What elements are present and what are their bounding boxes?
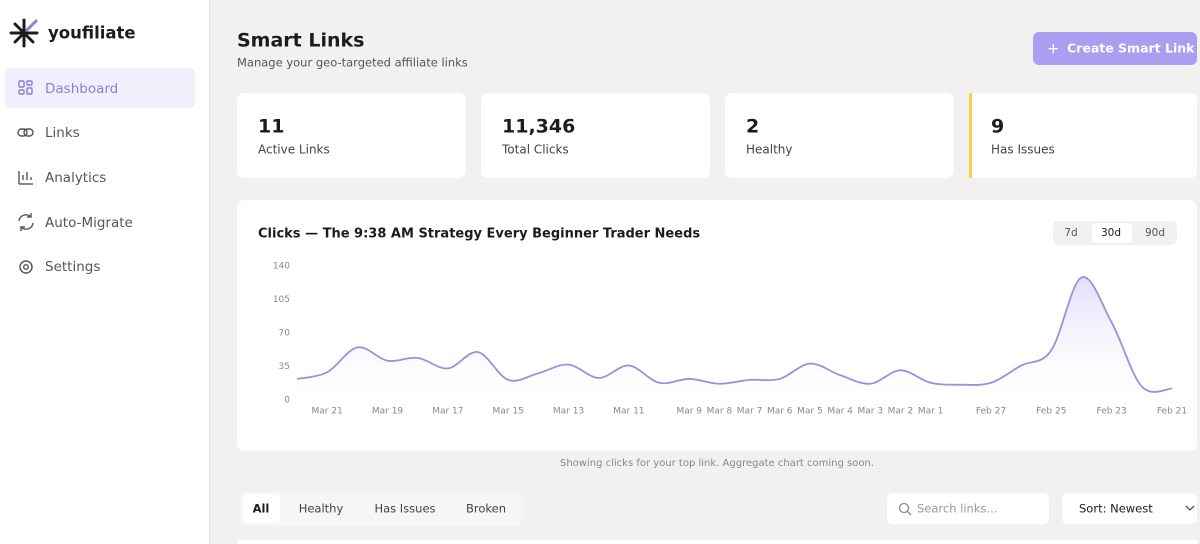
x-tick-label: Feb 27 <box>976 407 1006 417</box>
icon-analytics <box>18 171 33 185</box>
icon-migrate <box>18 213 34 231</box>
icon-dashboard <box>18 80 33 95</box>
create-button[interactable] <box>1033 32 1197 65</box>
y-tick-label: 35 <box>279 362 290 372</box>
sort-select[interactable] <box>1062 493 1197 524</box>
sort-label[interactable]: Sort: Newest <box>1079 502 1153 516</box>
nav-item[interactable]: Links <box>45 125 80 141</box>
page-subtitle: Manage your geo-targeted affiliate links <box>237 56 468 70</box>
range-option[interactable]: 7d <box>1064 227 1077 239</box>
stat-label: Healthy <box>746 143 793 157</box>
search-placeholder: Search links... <box>917 502 997 516</box>
filter-tab[interactable]: All <box>253 502 270 516</box>
page-title: Smart Links <box>237 30 364 52</box>
x-tick-label: Mar 11 <box>613 407 644 417</box>
plus-icon: + <box>1047 40 1060 58</box>
x-tick-label: Mar 19 <box>372 407 404 417</box>
line-area <box>297 277 1172 400</box>
x-tick-label: Mar 3 <box>857 407 883 417</box>
logo <box>9 18 39 48</box>
filter-tab[interactable]: Has Issues <box>374 502 435 516</box>
x-tick-label: Feb 21 <box>1157 407 1187 417</box>
stat-value: 11 <box>258 116 284 138</box>
x-tick-label: Mar 9 <box>676 407 702 417</box>
search-box[interactable] <box>887 493 1049 524</box>
stat-card <box>237 93 466 178</box>
search-icon <box>898 502 912 516</box>
filter-tab[interactable]: Healthy <box>299 502 344 516</box>
nav-active-bg <box>5 68 195 108</box>
stat-label: Has Issues <box>991 143 1055 157</box>
x-tick-label: Mar 6 <box>767 407 793 417</box>
stat-value: 2 <box>746 116 759 138</box>
x-tick-label: Mar 21 <box>312 407 343 417</box>
x-tick-label: Feb 23 <box>1097 407 1127 417</box>
y-tick-label: 0 <box>284 396 290 406</box>
stat-card <box>725 93 954 178</box>
stat-card <box>481 93 710 178</box>
range-active <box>1092 223 1132 243</box>
chart-footnote: Showing clicks for your top link. Aggreg… <box>560 458 874 469</box>
range-option[interactable]: 90d <box>1145 227 1165 239</box>
filter-active <box>243 494 280 523</box>
stat-label: Total Clicks <box>501 143 569 157</box>
y-tick-label: 140 <box>273 262 290 272</box>
stat-card <box>969 93 1197 178</box>
stat-value: 9 <box>991 116 1004 138</box>
x-tick-label: Mar 8 <box>707 407 733 417</box>
brand-name: youfiliate <box>48 24 136 43</box>
x-tick-label: Mar 13 <box>553 407 584 417</box>
nav-item[interactable]: Settings <box>45 259 100 275</box>
x-tick-label: Mar 1 <box>918 407 944 417</box>
nav-item[interactable]: Auto-Migrate <box>45 215 133 231</box>
filter-tab[interactable]: Broken <box>466 502 506 516</box>
y-tick-label: 105 <box>273 295 290 305</box>
chart: 0 35 70 105 140 Mar 21 Mar 19 Mar 17 Mar 15 Mar 1… <box>273 262 1187 417</box>
icon-settings <box>19 260 33 274</box>
nav-item[interactable]: Analytics <box>45 170 106 186</box>
x-tick-label: Mar 4 <box>827 407 853 417</box>
nav-item[interactable]: Dashboard <box>45 81 118 97</box>
range-option[interactable]: 30d <box>1101 227 1121 239</box>
x-tick-label: Feb 25 <box>1036 407 1066 417</box>
x-tick-label: Mar 7 <box>737 407 763 417</box>
x-tick-label: Mar 5 <box>797 407 823 417</box>
stat-value: 11,346 <box>502 116 575 138</box>
x-tick-label: Mar 15 <box>493 407 524 417</box>
y-tick-label: 70 <box>279 329 291 339</box>
chevron <box>1185 505 1195 511</box>
x-tick-label: Mar 17 <box>432 407 463 417</box>
list-top <box>237 540 1197 544</box>
icon-links <box>17 128 34 137</box>
filter-tabs <box>240 491 522 526</box>
chart-title: Clicks — The 9:38 AM Strategy Every Begi… <box>258 227 700 242</box>
warning-accent <box>969 93 972 178</box>
stat-label: Active Links <box>258 143 330 157</box>
create-button-label[interactable]: Create Smart Link <box>1067 41 1195 56</box>
x-tick-label: Mar 2 <box>888 407 914 417</box>
line <box>296 276 1173 393</box>
